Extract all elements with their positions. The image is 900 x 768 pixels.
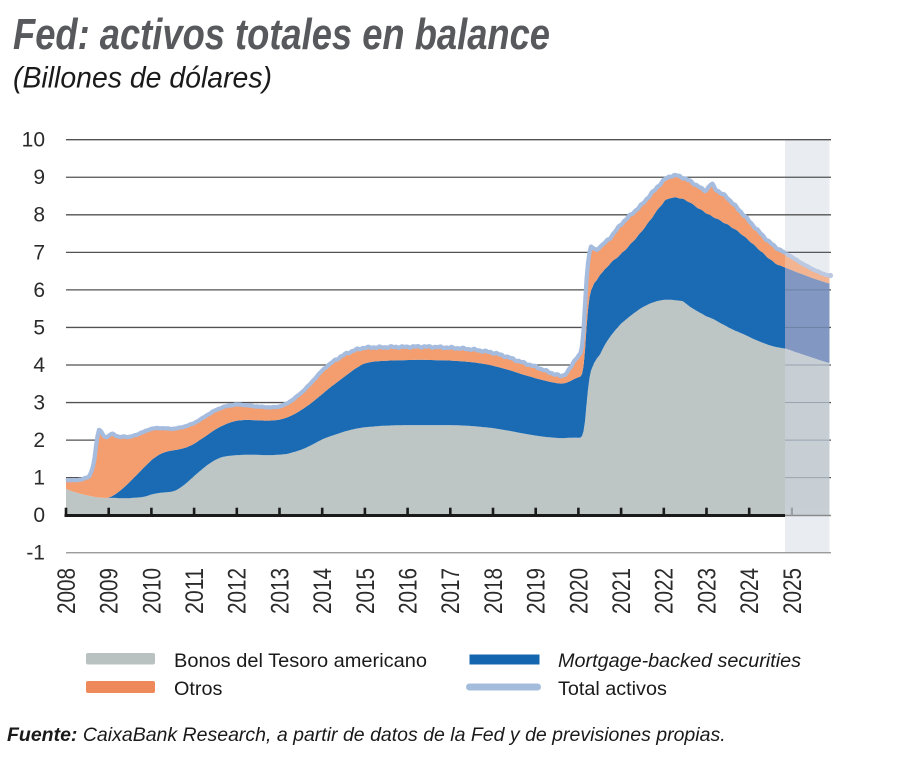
svg-text:2009: 2009 (95, 568, 123, 614)
svg-text:2024: 2024 (735, 568, 763, 614)
svg-text:4: 4 (33, 354, 45, 377)
svg-text:6: 6 (33, 279, 45, 302)
svg-text:Fuente: CaixaBank Research, a: Fuente: CaixaBank Research, a partir de … (7, 724, 726, 746)
svg-text:2016: 2016 (394, 568, 422, 614)
svg-text:Total activos: Total activos (558, 678, 667, 700)
svg-text:Bonos del Tesoro americano: Bonos del Tesoro americano (174, 650, 427, 672)
svg-text:2: 2 (33, 429, 45, 452)
svg-text:2012: 2012 (223, 568, 251, 614)
svg-text:2013: 2013 (265, 568, 293, 614)
svg-text:2014: 2014 (308, 568, 336, 614)
svg-text:2022: 2022 (650, 568, 678, 614)
svg-text:9: 9 (33, 166, 45, 189)
svg-text:10: 10 (22, 129, 45, 152)
svg-text:2023: 2023 (692, 568, 720, 614)
svg-text:2010: 2010 (137, 568, 165, 614)
svg-text:Fed: activos totales en balanc: Fed: activos totales en balance (13, 11, 550, 59)
svg-text:8: 8 (33, 204, 45, 227)
svg-text:2011: 2011 (180, 568, 208, 614)
svg-text:2020: 2020 (564, 568, 592, 614)
svg-text:2021: 2021 (607, 568, 635, 614)
svg-text:2025: 2025 (778, 568, 806, 614)
svg-text:0: 0 (33, 504, 45, 527)
svg-text:2015: 2015 (351, 568, 379, 614)
svg-text:3: 3 (33, 392, 45, 415)
svg-text:2017: 2017 (436, 568, 464, 614)
svg-text:5: 5 (33, 316, 45, 339)
svg-text:2018: 2018 (479, 568, 507, 614)
svg-text:2019: 2019 (522, 568, 550, 614)
svg-text:(Billones de dólares): (Billones de dólares) (13, 62, 272, 95)
svg-text:1: 1 (33, 467, 45, 490)
svg-text:7: 7 (33, 241, 45, 264)
svg-text:-1: -1 (26, 542, 45, 565)
svg-text:Otros: Otros (174, 678, 222, 700)
svg-text:Mortgage-backed securities: Mortgage-backed securities (558, 650, 801, 672)
svg-text:2008: 2008 (52, 568, 80, 614)
